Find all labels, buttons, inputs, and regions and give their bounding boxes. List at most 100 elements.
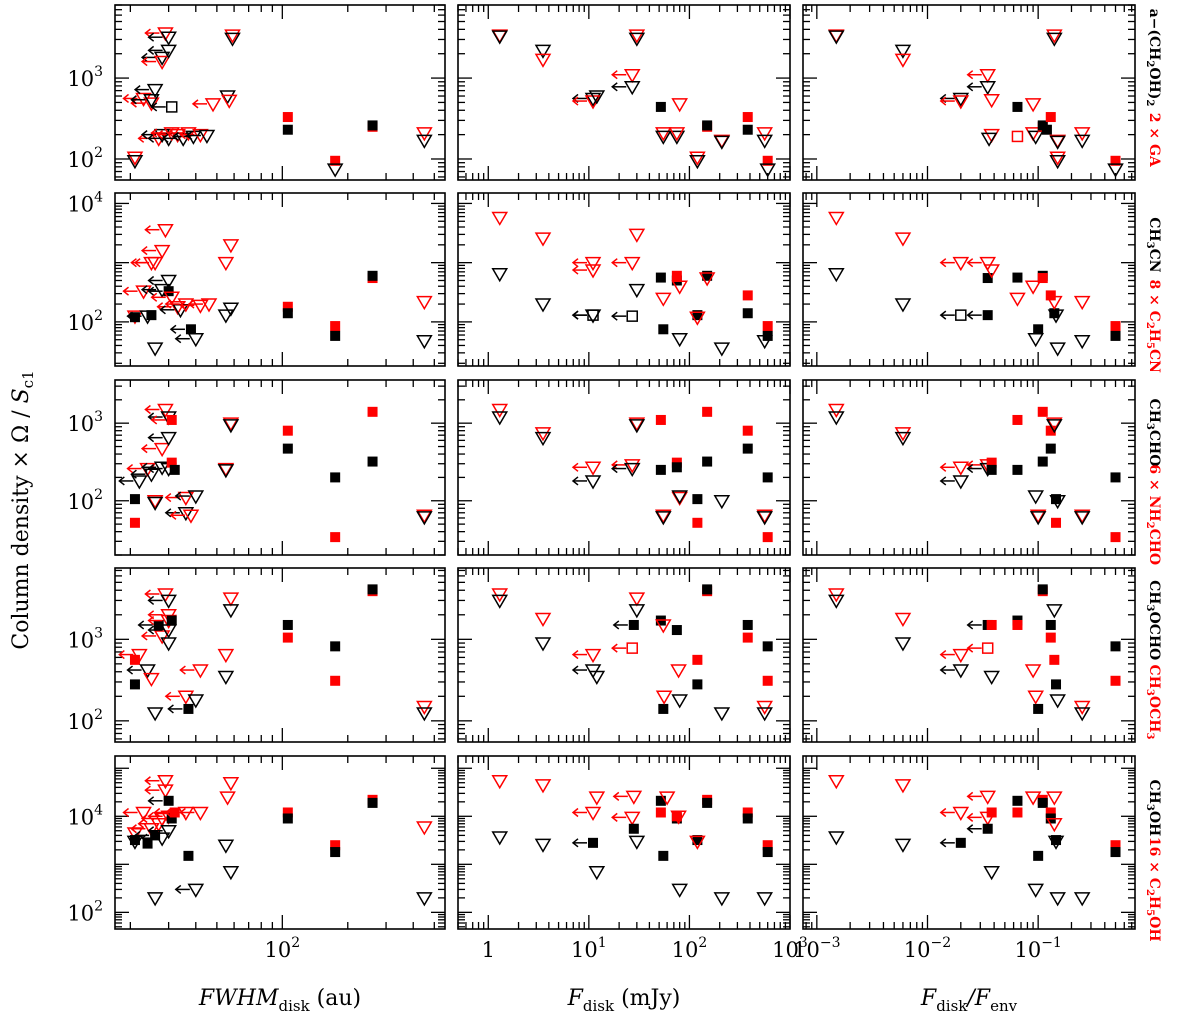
upper-limit-triangle [894, 427, 912, 442]
data-point-upper-limit-red [534, 53, 552, 68]
filled-square-marker [1033, 850, 1044, 861]
filled-square-marker [762, 155, 773, 166]
upper-limit-triangle [628, 835, 646, 850]
upper-limit-triangle [671, 491, 688, 507]
data-point-upper-limit-red [894, 779, 912, 794]
arrowhead-icon [126, 665, 134, 675]
data-point-upper-limit-black [174, 332, 205, 348]
filled-square-marker [282, 813, 293, 824]
data-point-upper-limit-black [146, 892, 164, 907]
arrowhead-icon [140, 56, 148, 67]
upper-limit-triangle [1027, 690, 1045, 705]
data-point-detection-black [167, 703, 194, 714]
data-point-detection-red [1110, 321, 1121, 332]
arrowhead-icon [144, 589, 151, 599]
upper-limit-triangle [146, 707, 164, 722]
x-tick-label: 102 [264, 935, 300, 962]
upper-limit-triangle [146, 256, 164, 272]
data-point-upper-limit-red [217, 648, 235, 664]
upper-limit-triangle [177, 507, 195, 522]
arrowhead-icon [140, 245, 148, 256]
data-point-upper-limit-red [140, 55, 171, 71]
filled-square-marker [1012, 807, 1023, 818]
data-point-detection-black [1033, 324, 1044, 335]
data-point-upper-limit-red [140, 442, 171, 458]
arrowhead-icon [140, 285, 148, 295]
data-point-detection-black [702, 120, 713, 131]
data-point-detection-black [742, 124, 753, 135]
species-label-red: 6 × NH2CHO [1144, 464, 1162, 565]
upper-limit-triangle [628, 32, 646, 47]
data-point-detection-black [692, 679, 703, 690]
upper-limit-triangle [671, 694, 688, 709]
data-point-detection-black [1012, 101, 1023, 112]
upper-limit-triangle [625, 790, 643, 805]
y-tick-label-base: 10 [67, 710, 94, 734]
data-point-detection-red [762, 532, 773, 543]
arrowhead-icon [147, 433, 155, 443]
upper-limit-triangle [668, 127, 686, 142]
upper-limit-triangle [192, 806, 209, 821]
upper-limit-triangle [623, 462, 641, 478]
upper-limit-triangle [143, 93, 160, 109]
data-point-upper-limit-red [150, 291, 181, 306]
upper-limit-triangle [1049, 892, 1066, 907]
upper-limit-triangle [671, 332, 688, 348]
data-point-upper-limit-black [588, 90, 606, 105]
data-point-upper-limit-red [416, 821, 433, 836]
data-point-detection-black [939, 837, 966, 848]
arrowhead-icon [939, 476, 947, 486]
filled-square-marker [169, 464, 180, 475]
arrowhead-icon [966, 812, 974, 822]
label-text: 6 × NH [1146, 464, 1162, 521]
data-point-upper-limit-black [491, 831, 509, 846]
panel-frame [114, 192, 446, 367]
data-point-upper-limit-red [222, 239, 240, 254]
species-label-black: CH3OCHO [1144, 580, 1162, 660]
data-point-detection-black [1110, 641, 1121, 652]
upper-limit-triangle [416, 295, 433, 311]
y-tick-label-exponent: 2 [94, 707, 103, 723]
data-point-detection-red [1110, 532, 1121, 543]
data-point-detection-black [1110, 330, 1121, 341]
panel-frame [114, 755, 446, 930]
data-point-upper-limit-black [689, 155, 706, 170]
upper-limit-triangle [588, 90, 606, 105]
arrowhead-icon [571, 310, 579, 320]
data-point-upper-limit-black [983, 866, 1000, 881]
panel-r3-c2 [802, 567, 1136, 743]
upper-limit-triangle [187, 883, 205, 898]
x-tick-label-base: 10 [793, 938, 820, 962]
panel-r0-c2 [802, 4, 1136, 181]
data-point-detection-black [1051, 679, 1062, 690]
filled-square-marker [129, 654, 140, 665]
upper-limit-triangle [668, 130, 686, 145]
data-point-upper-limit-black [756, 892, 773, 907]
data-point-upper-limit-red [628, 592, 646, 607]
data-point-upper-limit-black [1073, 511, 1091, 526]
filled-square-marker [129, 494, 140, 505]
data-point-detection-black [742, 443, 753, 454]
y-tick-label: 104 [67, 189, 103, 216]
arrowhead-icon [939, 807, 947, 818]
upper-limit-triangle [713, 342, 731, 357]
arrowhead-icon [137, 819, 145, 829]
filled-square-marker [282, 632, 293, 643]
data-point-upper-limit-black [1046, 604, 1063, 619]
arrowhead-icon [140, 130, 148, 140]
filled-square-marker [330, 641, 341, 652]
arrowhead-icon [147, 275, 155, 286]
upper-limit-triangle [952, 475, 970, 490]
upper-limit-triangle [983, 670, 1000, 685]
filled-square-marker [986, 619, 997, 630]
filled-square-marker [742, 124, 753, 135]
arrowhead-icon [612, 620, 620, 630]
filled-square-marker [1012, 272, 1023, 283]
filled-square-marker [1033, 324, 1044, 335]
data-point-upper-limit-red [671, 280, 688, 295]
data-point-detection-black [1041, 124, 1052, 135]
x-tick-label-exponent: 1 [598, 935, 607, 951]
x-tick-label-exponent: −2 [931, 935, 952, 951]
x-tick-label-base: 10 [1014, 938, 1041, 962]
data-point-upper-limit-black [118, 475, 148, 490]
